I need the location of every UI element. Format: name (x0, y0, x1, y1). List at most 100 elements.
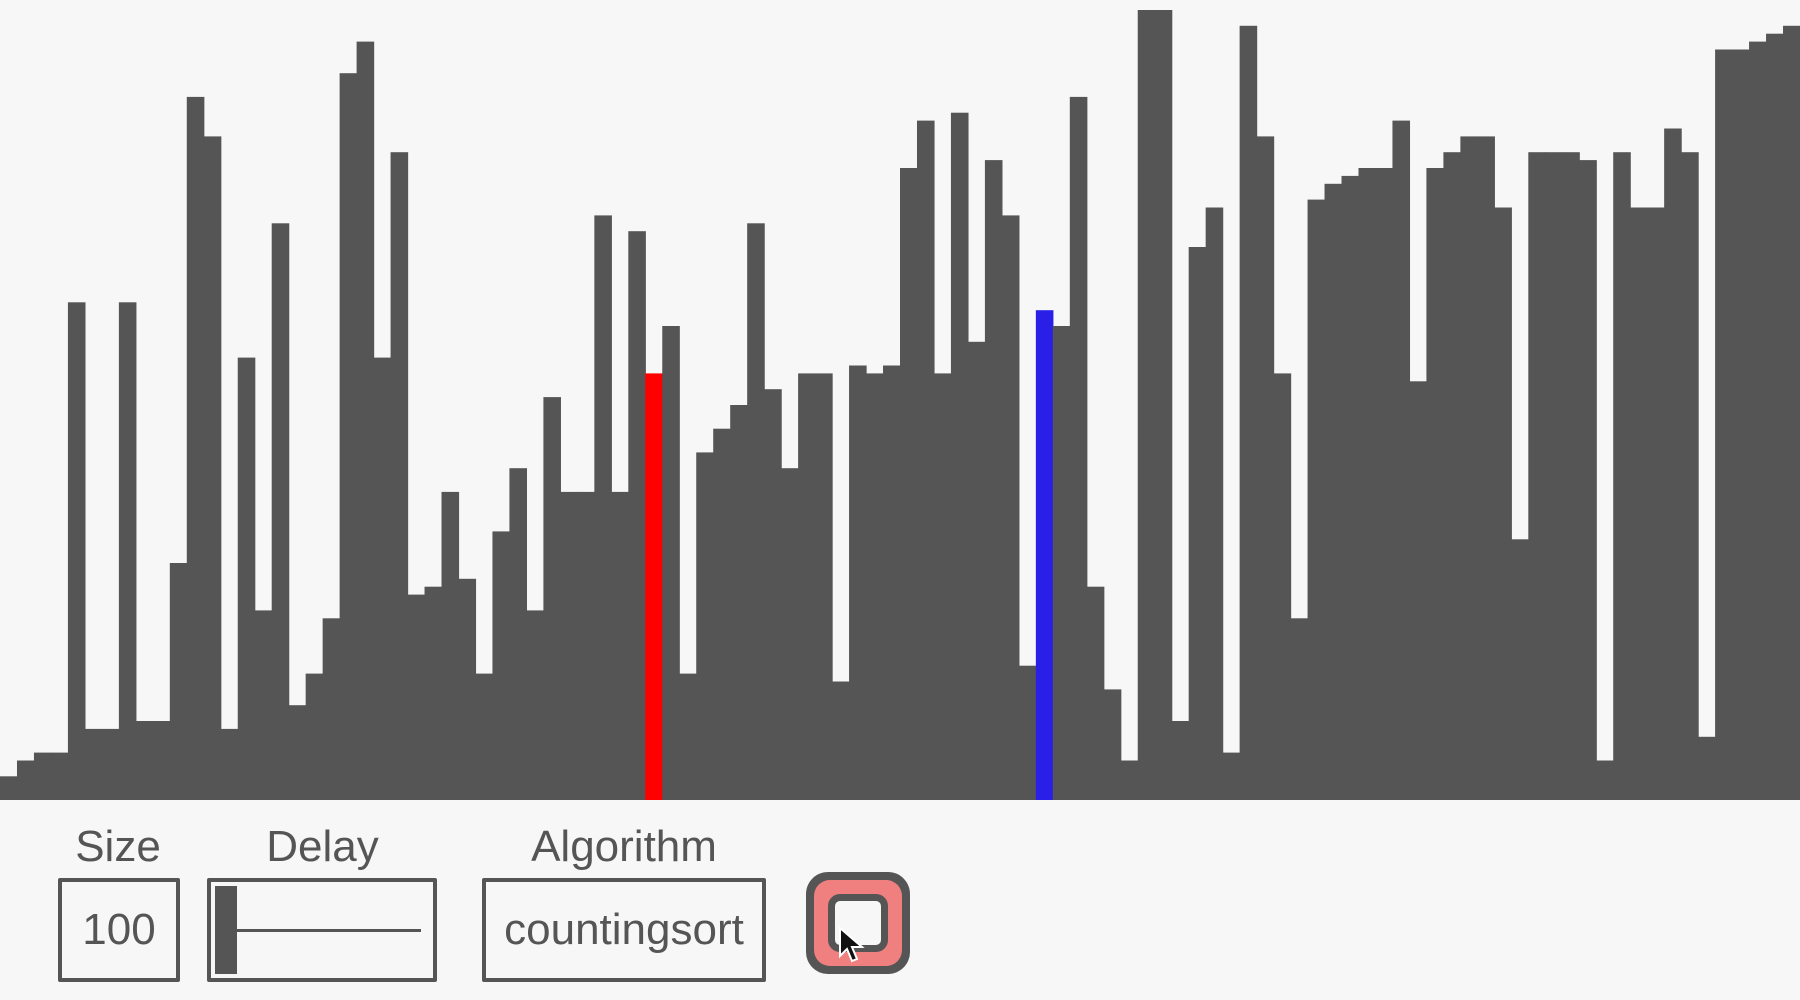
bar (101, 728, 120, 800)
start-stop-button[interactable] (806, 872, 910, 974)
bar-highlight-current (1035, 310, 1054, 800)
bar (1749, 41, 1767, 800)
bar (526, 610, 544, 800)
delay-slider-thumb[interactable] (215, 886, 237, 974)
bar (1613, 152, 1631, 800)
bar (747, 223, 765, 800)
bar (1290, 618, 1309, 800)
bar (1086, 586, 1105, 800)
bar (1001, 215, 1020, 800)
bar (730, 405, 748, 800)
bar (305, 673, 324, 800)
bar (390, 152, 409, 800)
bar (662, 326, 680, 800)
bar (967, 341, 986, 800)
bar (424, 586, 443, 800)
bar (152, 721, 171, 800)
bar (441, 491, 460, 800)
bar (764, 389, 782, 800)
bar (1188, 247, 1207, 800)
bar (1460, 136, 1478, 800)
bar (254, 610, 273, 800)
bar (1239, 25, 1258, 800)
bar (1307, 199, 1326, 800)
size-input[interactable]: 100 (58, 878, 180, 982)
bar (933, 373, 952, 800)
bar (1511, 539, 1529, 800)
bar (1630, 207, 1648, 800)
bar (33, 752, 52, 800)
bar (1528, 152, 1546, 800)
bar (916, 120, 935, 800)
bar (373, 357, 392, 800)
bar (1154, 10, 1173, 800)
bar (1358, 168, 1377, 800)
bar (594, 215, 612, 800)
button-fill (814, 880, 902, 966)
bar (339, 73, 358, 800)
size-label: Size (75, 822, 161, 871)
bar (900, 168, 918, 800)
mouse-pointer-icon (839, 926, 865, 963)
bar (781, 468, 799, 800)
bar (220, 728, 239, 800)
bar (84, 728, 103, 800)
bar (288, 705, 307, 800)
algorithm-label: Algorithm (531, 822, 717, 871)
bar (1698, 736, 1716, 800)
bar (1018, 665, 1037, 800)
bar (815, 373, 833, 800)
bar (1443, 152, 1461, 800)
bar (1341, 175, 1360, 800)
bar (984, 160, 1003, 800)
delay-slider-track (237, 929, 421, 932)
bar (1426, 168, 1444, 800)
bar (50, 752, 69, 800)
bar (1562, 152, 1580, 800)
bar (203, 136, 222, 800)
bar (713, 428, 731, 800)
bar (16, 760, 35, 800)
bar (1103, 689, 1122, 800)
algorithm-select[interactable]: countingsort (482, 878, 766, 982)
bar (1545, 152, 1563, 800)
bar (611, 491, 629, 800)
bar (628, 231, 646, 800)
bar (1324, 183, 1343, 800)
bar (1596, 760, 1614, 800)
bar (679, 673, 697, 800)
bar (883, 365, 901, 800)
bar (1171, 721, 1190, 800)
bar (271, 223, 290, 800)
bar (1256, 136, 1275, 800)
bar (1681, 152, 1699, 800)
delay-slider[interactable] (207, 878, 437, 982)
bar (0, 776, 18, 800)
bar (1494, 207, 1512, 800)
bar (1766, 33, 1784, 800)
bar (237, 357, 256, 800)
bar (1409, 381, 1428, 800)
bar (832, 681, 850, 800)
bar (492, 531, 511, 800)
bar (560, 491, 578, 800)
bar (1647, 207, 1665, 800)
bar (1392, 120, 1411, 800)
algorithm-value: countingsort (504, 905, 744, 954)
bar (798, 373, 816, 800)
bar (475, 673, 494, 800)
bar (849, 365, 867, 800)
bar (407, 594, 426, 800)
bar (1664, 128, 1682, 800)
bar-chart (0, 10, 1800, 800)
bar (1205, 207, 1224, 800)
bar (696, 452, 714, 800)
bar (509, 468, 528, 800)
bar (1222, 752, 1241, 800)
size-value: 100 (82, 905, 156, 954)
bar (1069, 96, 1088, 800)
bar (1052, 326, 1071, 800)
bar (866, 373, 884, 800)
bar (1715, 49, 1733, 800)
